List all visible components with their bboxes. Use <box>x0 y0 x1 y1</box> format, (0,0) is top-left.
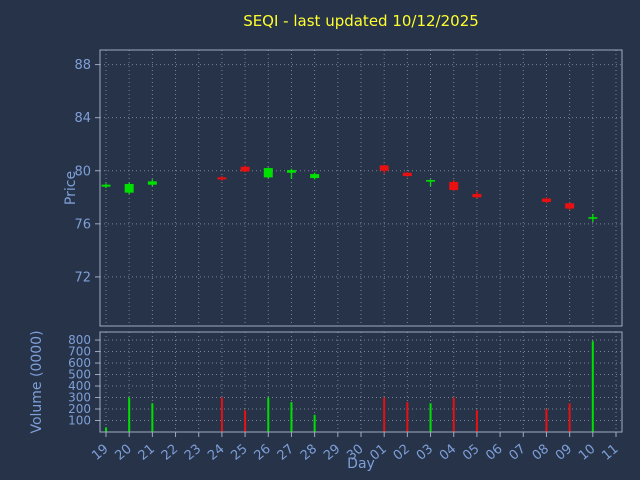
candle-body <box>101 184 111 187</box>
volume-tick-label: 600 <box>68 356 91 370</box>
volume-tick-label: 200 <box>68 402 91 416</box>
candle-body <box>217 177 227 180</box>
volume-tick-label: 100 <box>68 414 91 428</box>
price-tick-label: 84 <box>74 111 91 126</box>
candle-body <box>286 170 296 173</box>
chart-title: SEQI - last updated 10/12/2025 <box>243 12 479 30</box>
volume-axis-label: Volume (0000) <box>29 330 45 434</box>
candle-body <box>565 203 575 209</box>
price-tick-label: 80 <box>74 164 91 179</box>
candle-body <box>472 193 482 198</box>
candle-body <box>426 180 436 182</box>
candle-body <box>124 184 134 193</box>
candle-body <box>541 198 551 202</box>
candle-body <box>588 217 598 219</box>
price-tick-label: 76 <box>74 217 91 232</box>
candle-body <box>240 166 250 172</box>
volume-tick-label: 400 <box>68 379 91 393</box>
price-tick-label: 72 <box>74 270 91 285</box>
price-axis-label: Price <box>63 170 79 206</box>
candle-body <box>310 174 320 179</box>
volume-tick-label: 500 <box>68 368 91 382</box>
candle-body <box>402 172 412 177</box>
volume-tick-label: 300 <box>68 391 91 405</box>
day-axis-label: Day <box>347 456 375 472</box>
candle-body <box>147 181 157 185</box>
candle-body <box>379 165 389 171</box>
volume-tick-label: 700 <box>68 345 91 359</box>
candle-body <box>449 182 459 190</box>
price-tick-label: 88 <box>74 58 91 73</box>
candle-body <box>263 168 273 178</box>
price-plot-border <box>99 49 623 327</box>
volume-tick-label: 800 <box>68 333 91 347</box>
